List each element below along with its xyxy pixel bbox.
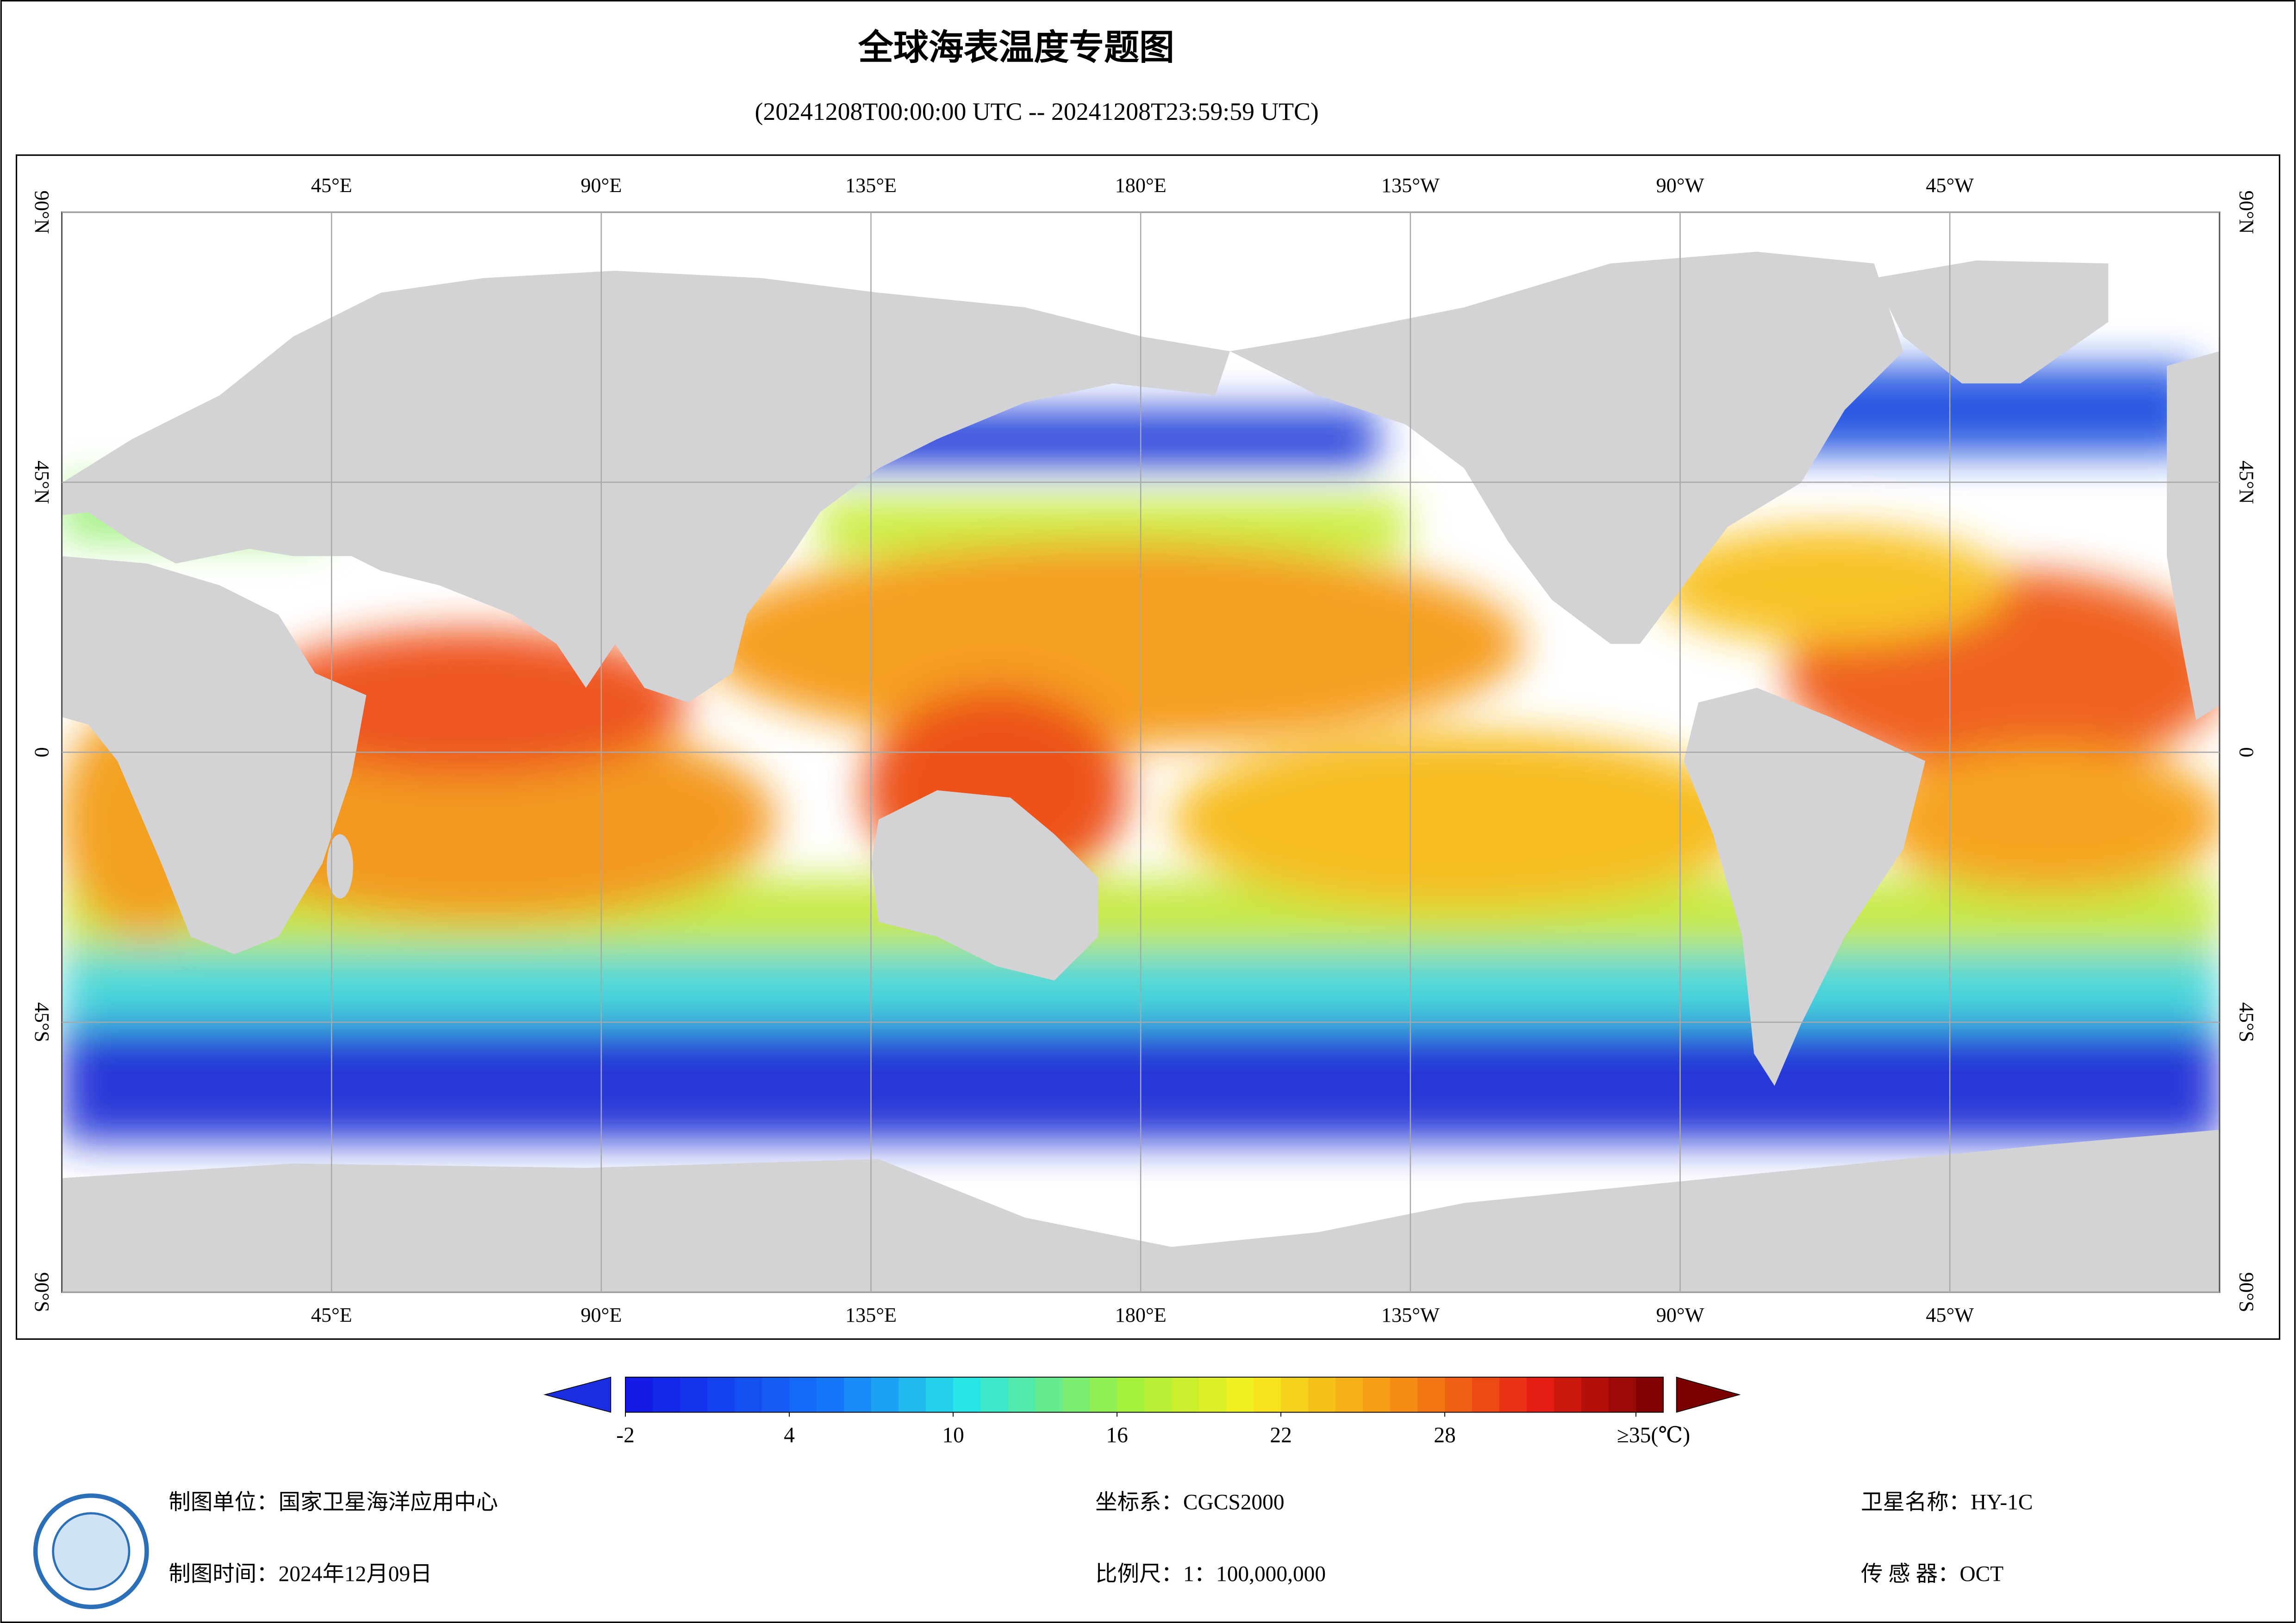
colorbar-border xyxy=(625,1376,1664,1413)
colorbar-cell xyxy=(1281,1377,1309,1412)
lat-label-right: 90°S xyxy=(2235,1272,2258,1312)
lon-label-top: 45°W xyxy=(1926,174,1974,197)
colorbar-cell xyxy=(1609,1377,1637,1412)
lat-label-left: 0 xyxy=(31,747,53,757)
colorbar-under-arrow xyxy=(543,1376,611,1413)
colorbar-cell xyxy=(926,1377,954,1412)
colorbar-over-arrow xyxy=(1676,1376,1741,1413)
lon-label-bottom: 45°E xyxy=(311,1304,352,1326)
colorbar-cell xyxy=(871,1377,899,1412)
lat-label-left: 45°N xyxy=(31,460,53,504)
colorbar-cell xyxy=(953,1377,981,1412)
lon-label-bottom: 45°W xyxy=(1926,1304,1974,1326)
land-madagascar xyxy=(326,834,353,899)
colorbar-cell xyxy=(980,1377,1009,1412)
colorbar-tick-label: 22 xyxy=(1270,1423,1292,1447)
colorbar-cell xyxy=(1390,1377,1418,1412)
footer-text: 卫星名称：HY-1C xyxy=(1861,1491,2033,1515)
colorbar-cell xyxy=(1008,1377,1036,1412)
lon-label-top: 90°E xyxy=(580,174,622,197)
colorbar-cell xyxy=(1172,1377,1200,1412)
lat-label-right: 0 xyxy=(2235,747,2258,757)
subtitle: (20241208T00:00:00 UTC -- 20241208T23:59… xyxy=(755,98,1319,125)
lon-label-bottom: 90°E xyxy=(580,1304,622,1326)
colorbar-cell xyxy=(1472,1377,1500,1412)
footer-text: 制图时间：2024年12月09日 xyxy=(168,1562,432,1586)
lat-label-right: 90°N xyxy=(2235,191,2258,234)
colorbar-cell xyxy=(653,1377,681,1412)
lon-label-top: 45°E xyxy=(311,174,352,197)
colorbar-cell xyxy=(1199,1377,1227,1412)
lat-label-left: 90°S xyxy=(31,1272,53,1312)
lat-label-left: 45°S xyxy=(31,1002,53,1043)
colorbar-tick-label: 28 xyxy=(1434,1423,1455,1447)
lat-label-right: 45°N xyxy=(2235,460,2258,504)
map-frame xyxy=(15,154,2281,1340)
land-africa xyxy=(62,556,367,954)
colorbar-cell xyxy=(1254,1377,1282,1412)
lon-label-top: 90°W xyxy=(1656,174,1704,197)
lon-label-top: 135°W xyxy=(1381,174,1440,197)
colorbar-cell xyxy=(680,1377,708,1412)
colorbar-cell xyxy=(898,1377,927,1412)
lat-label-left: 90°N xyxy=(31,191,53,234)
land-greenland xyxy=(1874,260,2109,384)
lon-label-top: 135°E xyxy=(845,174,897,197)
colorbar-tick-label: 4 xyxy=(784,1423,795,1447)
colorbar-cell xyxy=(1554,1377,1582,1412)
colorbar-cell xyxy=(762,1377,790,1412)
colorbar-tick-label: 10 xyxy=(942,1423,964,1447)
colorbar-cell xyxy=(1144,1377,1173,1412)
logo-globe xyxy=(52,1512,131,1591)
colorbar-cell xyxy=(1363,1377,1391,1412)
footer-text: 制图单位：国家卫星海洋应用中心 xyxy=(168,1491,498,1515)
footer-text: 比例尺：1：100,000,000 xyxy=(1095,1562,1326,1586)
lon-label-bottom: 135°W xyxy=(1381,1304,1440,1326)
land-europe-east xyxy=(2166,351,2220,720)
colorbar-cell xyxy=(844,1377,872,1412)
colorbar-tick-label: -2 xyxy=(616,1423,635,1447)
footer-text: 坐标系：CGCS2000 xyxy=(1095,1491,1284,1515)
colorbar-tick-label: ≥35(℃) xyxy=(1617,1423,1690,1447)
colorbar-cell xyxy=(1335,1377,1364,1412)
lon-label-bottom: 90°W xyxy=(1656,1304,1704,1326)
title: 全球海表温度专题图 xyxy=(858,27,1174,68)
colorbar-cell xyxy=(1308,1377,1336,1412)
land-south-america xyxy=(1684,688,1926,1086)
colorbar-cell xyxy=(1499,1377,1528,1412)
lon-label-top: 180°E xyxy=(1115,174,1167,197)
colorbar-cell xyxy=(1062,1377,1091,1412)
colorbar-cell xyxy=(1035,1377,1063,1412)
land-north-america xyxy=(1230,251,1903,644)
colorbar-cell xyxy=(817,1377,845,1412)
footer-text: 传 感 器：OCT xyxy=(1861,1562,2003,1586)
colorbar-cell xyxy=(735,1377,763,1412)
colorbar-cell xyxy=(625,1377,654,1412)
colorbar-cell xyxy=(1527,1377,1555,1412)
lon-label-bottom: 180°E xyxy=(1115,1304,1167,1326)
land-australia xyxy=(871,790,1098,981)
lon-label-bottom: 135°E xyxy=(845,1304,897,1326)
colorbar-cell xyxy=(789,1377,817,1412)
colorbar-cell xyxy=(1226,1377,1254,1412)
colorbar-cell xyxy=(1445,1377,1473,1412)
colorbar-cell xyxy=(1636,1377,1664,1412)
colorbar-cell xyxy=(707,1377,736,1412)
colorbar-tick-label: 16 xyxy=(1106,1423,1128,1447)
lat-label-right: 45°S xyxy=(2235,1002,2258,1043)
land-eurasia xyxy=(62,271,1230,703)
colorbar-cell xyxy=(1090,1377,1118,1412)
colorbar-cell xyxy=(1417,1377,1446,1412)
colorbar-cell xyxy=(1117,1377,1145,1412)
colorbar-cell xyxy=(1581,1377,1610,1412)
